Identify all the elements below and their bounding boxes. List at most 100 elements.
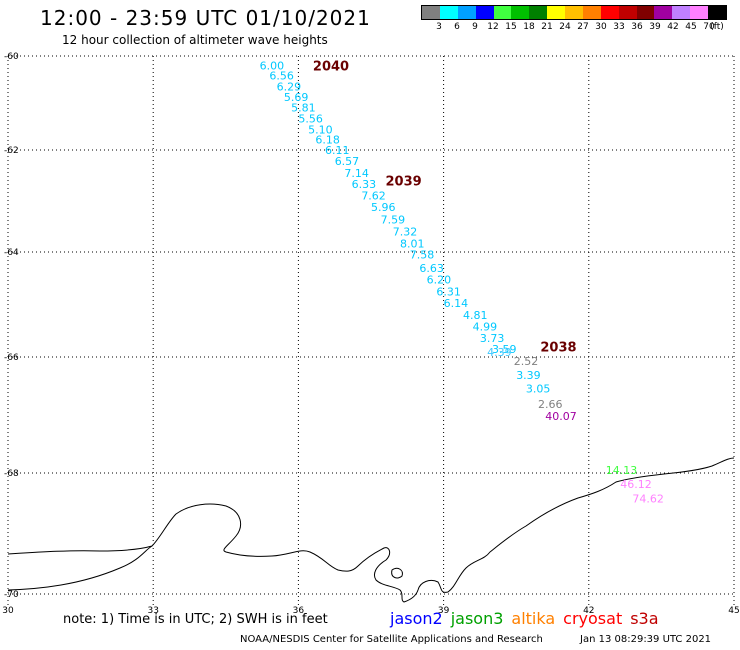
satellite-name: altika [511,609,556,628]
swh-observation: 6.57 [335,155,360,168]
legend-tick-label: 6 [454,22,460,32]
lat-tick-label: -68 [4,469,19,479]
legend-tick-label: 15 [505,22,517,32]
observations-layer: 6.006.566.295.695.815.565.106.186.116.57… [260,59,664,505]
lat-tick-label: -60 [4,52,19,62]
pass-labels-layer: 2040 2039 2038 [313,59,577,355]
lat-tick-label: -64 [4,248,19,258]
legend-tick-label: 21 [541,22,553,32]
legend-swatch [600,6,619,19]
antarctic-coastline [7,457,735,603]
swh-observation: 5.10 [308,123,333,136]
legend-swatch [439,6,458,19]
lat-tick-label: -66 [4,353,19,363]
pass-number-label: 2039 [386,175,422,190]
swh-observation: 7.14 [344,167,369,180]
legend-swatch [457,6,476,19]
legend-swatch [529,6,548,19]
swh-observation: 7.62 [361,189,386,202]
legend-tick-label: 27 [577,22,589,32]
legend-swatch [636,6,655,19]
lon-tick-label: 36 [293,606,305,616]
satellite-name: jason2 [390,609,443,628]
legend-swatch [654,6,673,19]
color-legend: (ft) 3 6 9 12 15 18 21 24 27 30 33 36 39 42 45 70 [421,5,727,34]
swh-observation: 6.00 [260,59,285,72]
legend-swatch [708,6,726,19]
legend-swatch [672,6,691,19]
coast-segment-west [7,545,153,555]
swh-observation: 74.62 [632,492,664,505]
lon-tick-label: 45 [728,606,739,616]
satellite-name: s3a [630,609,659,628]
swh-observation: 2.66 [538,398,563,411]
swh-observation: 4.39 [487,346,512,359]
legend-tick-label: 9 [472,22,478,32]
swh-observation: 5.96 [371,201,396,214]
swh-observation: 6.18 [315,134,340,147]
legend-swatch [690,6,708,19]
credit-line: NOAA/NESDIS Center for Satellite Applica… [240,634,543,645]
legend-tick-label: 70 [703,22,715,32]
lon-tick-label: 30 [2,606,14,616]
swh-observation: 2.52 [514,355,539,368]
swh-observation: 7.32 [393,226,418,239]
pass-number-label: 2038 [540,341,576,356]
legend-tick-label: 30 [595,22,607,32]
footer-note: note: 1) Time is in UTC; 2) SWH is in fe… [63,612,328,627]
satellite-legend: jason2 jason3 altika cryosat s3a [390,609,667,628]
swh-observation: 14.13 [606,464,638,477]
legend-swatch [422,6,440,19]
swh-observation: 6.56 [269,70,294,83]
legend-swatch [511,6,530,19]
island [391,567,403,579]
legend-swatch [475,6,494,19]
swh-observation: 6.11 [325,144,350,157]
swh-observation: 6.14 [444,297,469,310]
swh-observation: 7.58 [410,249,435,262]
lon-tick-label: 39 [438,606,450,616]
legend-tick-label: 24 [559,22,571,32]
swh-observation: 5.81 [291,102,316,115]
legend-tick-label: 45 [685,22,697,32]
satellite-name: jason3 [450,609,504,628]
legend-unit: (ft) [710,22,724,32]
legend-tick-label: 3 [436,22,442,32]
swh-observation: 4.81 [463,309,488,322]
legend-swatch [493,6,512,19]
swh-observation: 6.31 [436,285,461,298]
swh-observation: 3.05 [526,382,551,395]
map-subtitle: 12 hour collection of altimeter wave hei… [62,33,328,47]
lat-tick-label: -70 [4,590,19,600]
swh-observation: 3.39 [516,369,541,382]
swh-observation: 4.99 [473,321,498,334]
legend-tick-label: 12 [487,22,499,32]
legend-labels: (ft) 3 6 9 12 15 18 21 24 27 30 33 36 39 42 45 70 [421,22,727,34]
legend-tick-label: 36 [631,22,643,32]
swh-observation: 5.69 [284,91,309,104]
legend-swatch [582,6,601,19]
swh-observation: 3.59 [492,343,517,356]
lat-tick-label: -62 [4,146,19,156]
satellite-name: cryosat [563,609,623,628]
legend-swatch [547,6,565,19]
legend-tick-label: 39 [649,22,661,32]
legend-tick-label: 42 [667,22,679,32]
legend-swatch [565,6,583,19]
lon-tick-label: 33 [147,606,158,616]
map-title: 12:00 - 23:59 UTC 01/10/2021 [40,6,371,30]
swh-observation: 6.63 [419,262,444,275]
swh-observation: 7.59 [381,213,406,226]
legend-swatch [618,6,637,19]
swh-observation: 6.20 [427,273,452,286]
legend-swatches [421,5,727,20]
legend-tick-label: 33 [613,22,625,32]
lon-tick-label: 42 [583,606,594,616]
swh-observation: 40.07 [545,410,577,423]
timestamp: Jan 13 08:29:39 UTC 2021 [580,634,712,645]
swh-observation: 3.73 [480,332,505,345]
swh-observation: 6.29 [277,81,302,94]
map-grid: -60 -62 -64 -66 -68 -70 30 33 36 39 42 45 [2,52,739,616]
legend-tick-label: 18 [523,22,535,32]
